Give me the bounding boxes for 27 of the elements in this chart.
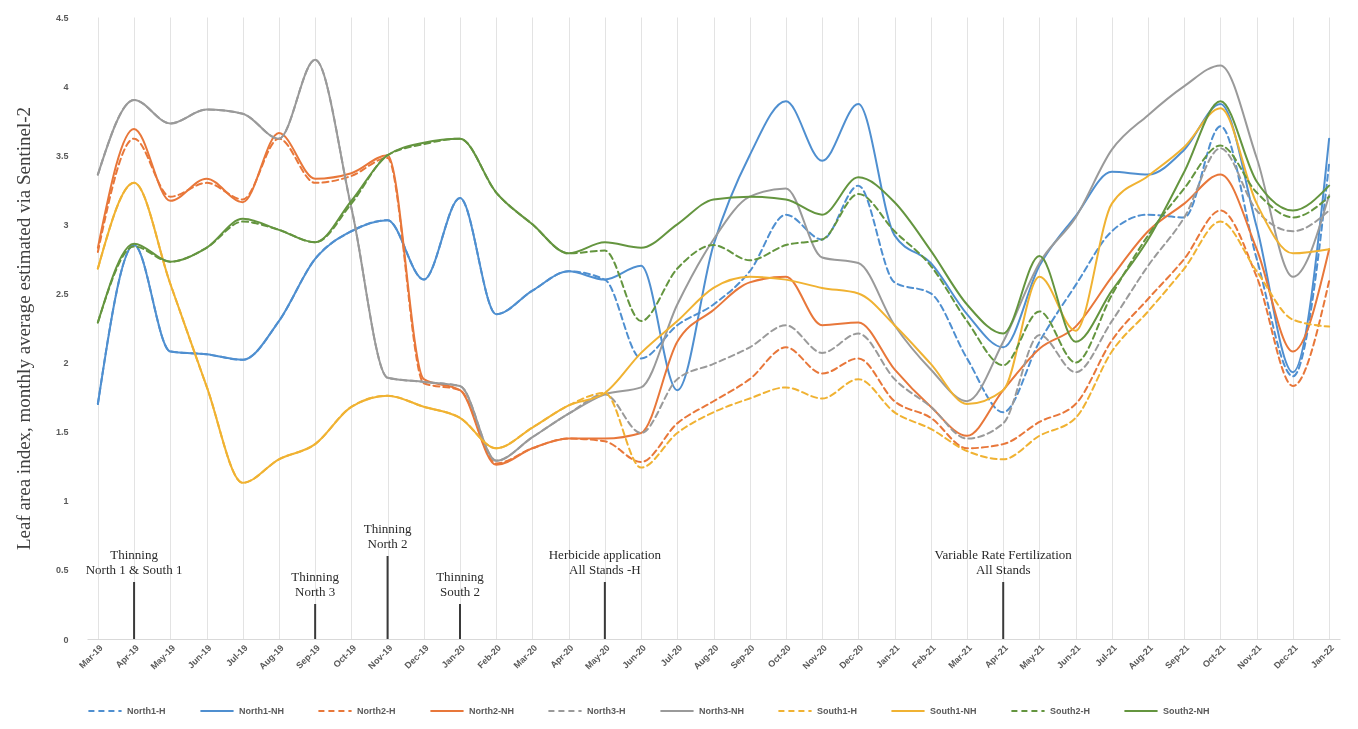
ref-line-label: Variable Rate Fertilization All Stands xyxy=(934,547,1073,577)
legend-label: North2-NH xyxy=(469,706,514,716)
ref-line-label: Thinning North 1 & South 1 xyxy=(85,547,183,577)
y-tick-label: 3 xyxy=(63,219,69,230)
y-tick-label: 1 xyxy=(63,496,69,507)
y-tick-label: 3.5 xyxy=(55,150,69,161)
legend-label: South2-H xyxy=(1050,706,1090,716)
legend-label: South1-NH xyxy=(930,706,977,716)
ref-line-label: Herbicide application All Stands -H xyxy=(548,547,662,577)
ref-line-label: Thinning North 3 xyxy=(291,569,340,599)
ref-line-label: Thinning North 2 xyxy=(363,521,412,551)
legend-label: South2-NH xyxy=(1163,706,1210,716)
legend-label: South1-H xyxy=(817,706,857,716)
y-tick-label: 0 xyxy=(63,634,69,645)
y-tick-label: 2 xyxy=(63,358,69,369)
y-tick-label: 0.5 xyxy=(55,565,69,576)
ref-line-label: Thinning South 2 xyxy=(436,569,485,599)
legend-label: North3-NH xyxy=(699,706,744,716)
legend-label: North1-H xyxy=(127,706,166,716)
legend-label: North3-H xyxy=(587,706,626,716)
y-tick-label: 4 xyxy=(63,81,69,92)
legend-label: North2-H xyxy=(357,706,396,716)
y-tick-label: 4.5 xyxy=(55,12,69,23)
y-axis-title: Leaf area index, monthly average estimated via Sentinel-2 xyxy=(12,106,34,551)
y-tick-label: 1.5 xyxy=(55,427,69,438)
y-tick-label: 2.5 xyxy=(55,288,69,299)
legend-label: North1-NH xyxy=(239,706,284,716)
